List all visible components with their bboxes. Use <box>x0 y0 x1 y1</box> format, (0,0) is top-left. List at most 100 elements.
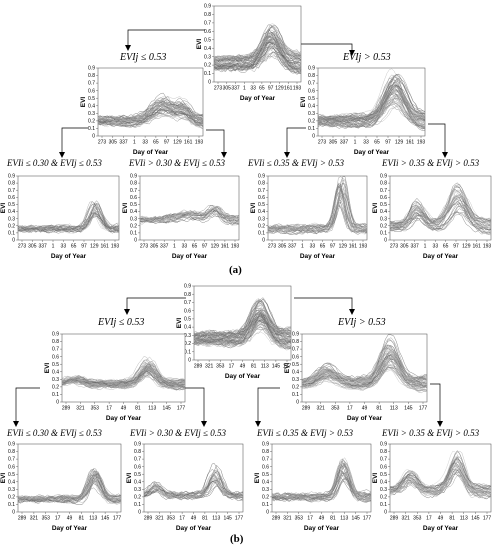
y-tick-label: 0.6 <box>380 464 387 470</box>
series-line <box>97 102 204 124</box>
series-line <box>271 461 372 499</box>
series-line <box>213 45 302 67</box>
series-line <box>17 203 120 231</box>
x-tick-label: 65 <box>71 244 77 250</box>
y-tick-label: 0.1 <box>292 392 299 398</box>
arrow-b-high-hh <box>430 383 443 427</box>
x-tick-label: 97 <box>268 86 274 92</box>
y-axis-label: EVI <box>284 363 291 374</box>
series-line <box>301 349 428 386</box>
series-line <box>97 101 204 122</box>
y-axis-label: EVI <box>176 318 183 329</box>
x-tick-label: 289 <box>272 516 281 522</box>
plot-a-root: 0 0.1 0.2 0.3 0.4 0.5 0.6 0.7 0.8 0.9 273 305 337 1 33… <box>196 2 304 102</box>
x-tick-label: 97 <box>81 244 87 250</box>
x-tick-label: 33 <box>182 244 188 250</box>
y-tick-label: 0.1 <box>134 502 141 508</box>
y-tick-label: 0.4 <box>292 369 299 375</box>
series-line <box>17 208 120 233</box>
arrow-a-high-hh <box>428 123 448 158</box>
x-tick-label: 273 <box>268 244 277 250</box>
x-axis-label: Day of Year <box>240 95 276 102</box>
x-tick-label: 113 <box>390 406 398 412</box>
y-tick-label: 0.8 <box>8 449 15 455</box>
plot-b-ll: 0 0.1 0.2 0.3 0.4 0.5 0.6 0.7 0.8 0.9 289 321 353 17 4… <box>0 440 124 532</box>
series-line <box>317 74 426 119</box>
x-tick-label: 17 <box>106 406 112 412</box>
x-tick-label: 193 <box>359 244 368 250</box>
series-line <box>139 215 240 226</box>
y-tick-label: 0.8 <box>308 73 315 79</box>
series-line <box>97 100 204 122</box>
series-line <box>301 344 428 388</box>
x-tick-label: 177 <box>283 364 292 370</box>
series-line <box>193 300 292 337</box>
x-tick-label: 289 <box>62 406 71 412</box>
x-tick-label: 321 <box>30 516 39 522</box>
y-axis-label: EVI <box>372 203 379 214</box>
series-line <box>193 309 292 337</box>
series-line <box>61 361 186 389</box>
y-tick-label: 0.1 <box>308 126 315 132</box>
y-tick-label: 0.4 <box>258 209 265 215</box>
y-tick-label: 0.6 <box>258 195 265 201</box>
x-tick-label: 273 <box>18 244 27 250</box>
y-tick-label: 0.9 <box>130 174 137 180</box>
y-tick-label: 0.6 <box>134 464 141 470</box>
x-tick-label: 65 <box>153 140 159 146</box>
y-tick-label: 0.8 <box>8 181 15 187</box>
y-tick-label: 0.9 <box>380 174 387 180</box>
x-tick-label: 81 <box>376 406 382 412</box>
series-line <box>61 363 186 383</box>
x-tick-label: 129 <box>90 244 99 250</box>
series-line <box>389 189 492 226</box>
series-line <box>389 450 492 490</box>
arrow-a-low-lh <box>206 129 227 158</box>
y-tick-label: 0.4 <box>308 103 315 109</box>
y-tick-label: 0 <box>12 238 15 244</box>
series-line <box>143 480 244 497</box>
y-tick-label: 0.7 <box>308 81 315 87</box>
x-tick-label: 129 <box>462 244 471 250</box>
y-tick-label: 0.9 <box>292 332 299 338</box>
y-tick-label: 0.6 <box>8 464 15 470</box>
x-axis-label: Day of Year <box>304 525 340 532</box>
chart-svg: 0 0.1 0.2 0.3 0.4 0.5 0.6 0.7 0.8 0.9 289 321 353 17 4… <box>176 284 292 380</box>
x-tick-label: 129 <box>173 140 182 146</box>
y-tick-label: 0.4 <box>380 479 387 485</box>
x-tick-label: 193 <box>231 244 240 250</box>
y-tick-label: 0.2 <box>52 384 59 390</box>
y-tick-label: 0.1 <box>204 71 211 77</box>
x-tick-label: 49 <box>319 516 325 522</box>
y-tick-label: 0.2 <box>88 118 95 124</box>
x-tick-label: 97 <box>164 140 170 146</box>
series-line <box>389 196 492 235</box>
series-line <box>267 186 368 229</box>
series-line <box>389 211 492 230</box>
y-tick-label: 0.1 <box>88 126 95 132</box>
label-b-hh: EVIi > 0.35 & EVIj > 0.53 <box>382 428 480 438</box>
x-tick-label: 113 <box>340 516 348 522</box>
x-tick-label: 161 <box>349 244 358 250</box>
x-axis-label: Day of Year <box>133 149 169 156</box>
y-tick-label: 0 <box>188 358 191 364</box>
y-tick-label: 0.4 <box>262 479 269 485</box>
x-tick-label: 1 <box>243 86 246 92</box>
arrow-b-high-hl <box>255 387 280 427</box>
x-tick-label: 17 <box>307 516 313 522</box>
series-line <box>389 200 492 225</box>
x-tick-label: 81 <box>202 516 208 522</box>
x-tick-label: 321 <box>316 406 325 412</box>
y-axis-label: EVI <box>126 473 133 484</box>
x-axis-label: Day of Year <box>172 253 208 260</box>
y-axis-label: EVI <box>0 473 7 484</box>
y-axis-label: EVI <box>0 203 7 214</box>
label-a-hl: EVIi ≤ 0.35 & EVIj > 0.53 <box>248 158 344 168</box>
series-line <box>193 329 292 349</box>
y-axis-label: EVI <box>44 363 51 374</box>
series-line <box>271 463 372 504</box>
x-tick-label: 97 <box>202 244 208 250</box>
y-tick-label: 0.9 <box>8 174 15 180</box>
y-tick-label: 0.8 <box>130 181 137 187</box>
series-line <box>389 464 492 499</box>
